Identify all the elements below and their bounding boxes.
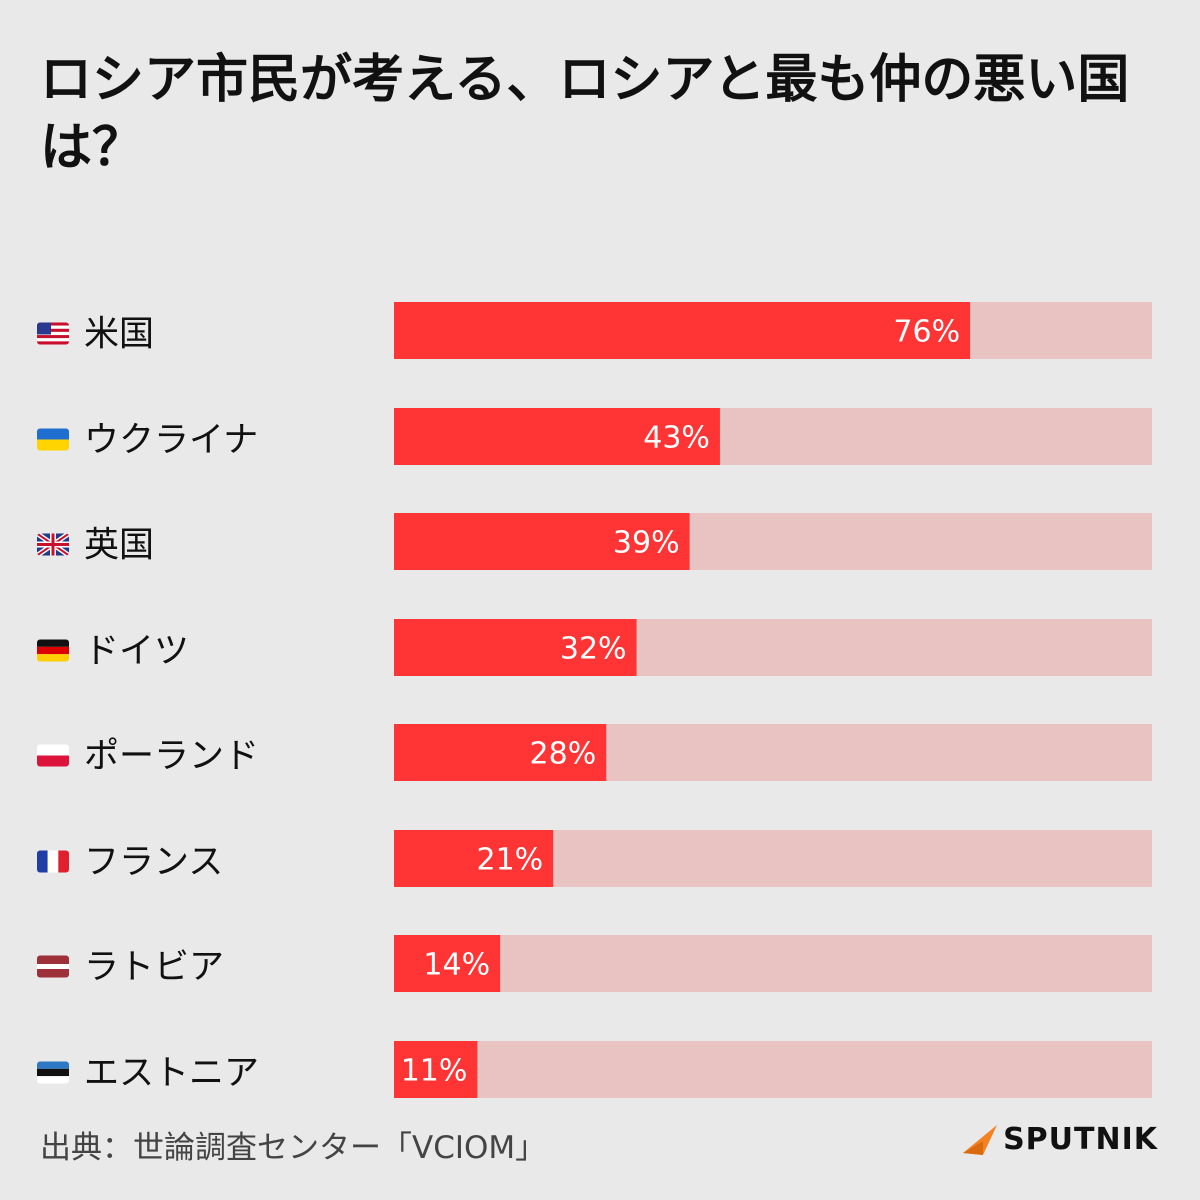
chart-title: ロシア市民が考える、ロシアと最も仲の悪い国は？	[40, 50, 1130, 178]
bar-track	[394, 1041, 1152, 1098]
us-flag-icon	[37, 322, 69, 345]
bar	[394, 724, 607, 781]
bar	[394, 1041, 478, 1098]
data-label: 32%	[560, 632, 627, 667]
data-label: 28%	[530, 737, 597, 772]
estonia-flag-icon	[37, 1061, 69, 1084]
category-label: 米国	[84, 315, 154, 355]
bar	[394, 935, 501, 992]
latvia-flag-icon	[37, 955, 69, 978]
bar	[394, 830, 554, 887]
data-label: 11%	[401, 1054, 468, 1089]
category-label: フランス	[84, 843, 223, 883]
data-label: 43%	[643, 421, 710, 456]
category-label: ポーランド	[84, 737, 259, 777]
sputnik-arrow-icon	[963, 1124, 998, 1155]
sputnik-logo: SPUTNIK	[963, 1122, 1158, 1157]
category-label: エストニア	[84, 1054, 259, 1094]
uk-flag-icon	[37, 533, 69, 556]
category-label: 英国	[84, 526, 154, 566]
ukraine-flag-icon	[37, 428, 69, 451]
bar	[394, 513, 690, 570]
data-label: 21%	[476, 843, 543, 878]
france-flag-icon	[37, 850, 69, 873]
logo-text: SPUTNIK	[1003, 1122, 1158, 1157]
category-label: ドイツ	[84, 632, 189, 672]
category-label: ウクライナ	[84, 421, 258, 461]
bar	[394, 619, 637, 676]
poland-flag-icon	[37, 744, 69, 767]
bar	[394, 408, 720, 465]
source-note: 出典：世論調査センター「VCIOM」	[40, 1130, 547, 1166]
data-label: 76%	[893, 315, 960, 350]
bar-track	[394, 935, 1152, 992]
bar	[394, 302, 971, 359]
category-label: ラトビア	[84, 948, 224, 988]
germany-flag-icon	[37, 639, 69, 662]
data-label: 39%	[613, 526, 680, 561]
data-label: 14%	[423, 948, 490, 983]
